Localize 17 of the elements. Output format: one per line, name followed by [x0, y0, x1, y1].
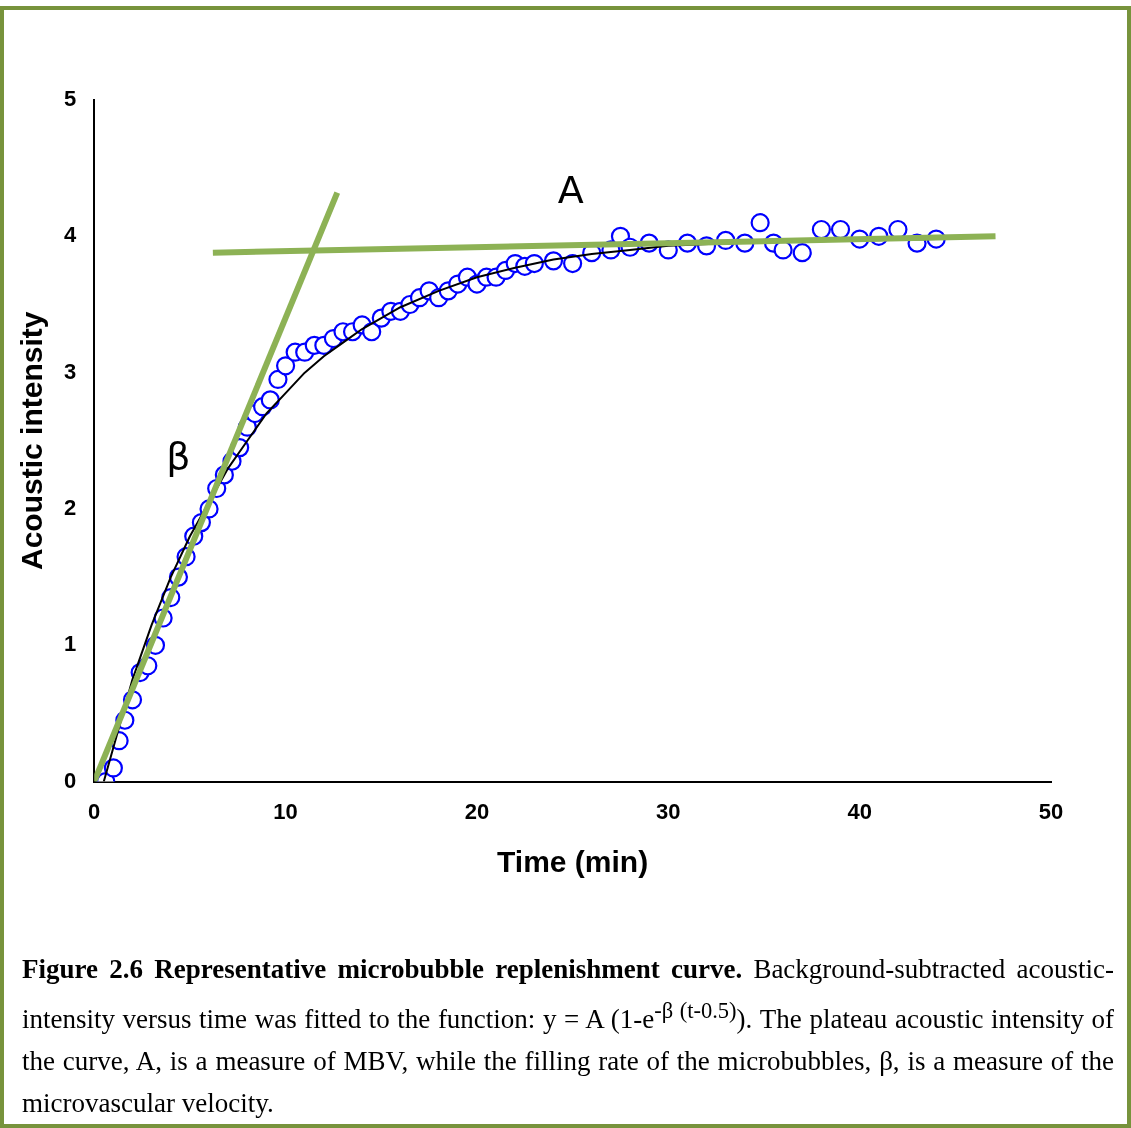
annotation: A — [557, 167, 584, 212]
x-tick-label: 30 — [656, 798, 681, 824]
caption: Figure 2.6 Representative microbubble replenishment curve. — [22, 954, 743, 984]
x-tick-label: 0 — [88, 798, 101, 824]
y-tick-label: 4 — [63, 222, 77, 248]
annotation: β — [166, 434, 191, 479]
x-tick-label: 50 — [1038, 798, 1064, 824]
x-axis-title: Time (min) — [497, 845, 649, 879]
y-tick-label: 2 — [63, 495, 77, 521]
x-tick-label: 10 — [273, 798, 298, 824]
y-tick-label: 5 — [63, 86, 77, 112]
y-tick-label: 0 — [63, 767, 77, 793]
x-tick-label: 20 — [464, 798, 490, 824]
y-tick-label: 3 — [63, 358, 77, 384]
x-tick-label: 40 — [847, 798, 872, 824]
y-tick-label: 1 — [63, 631, 77, 657]
y-axis-title: Acoustic intensity — [15, 311, 49, 570]
